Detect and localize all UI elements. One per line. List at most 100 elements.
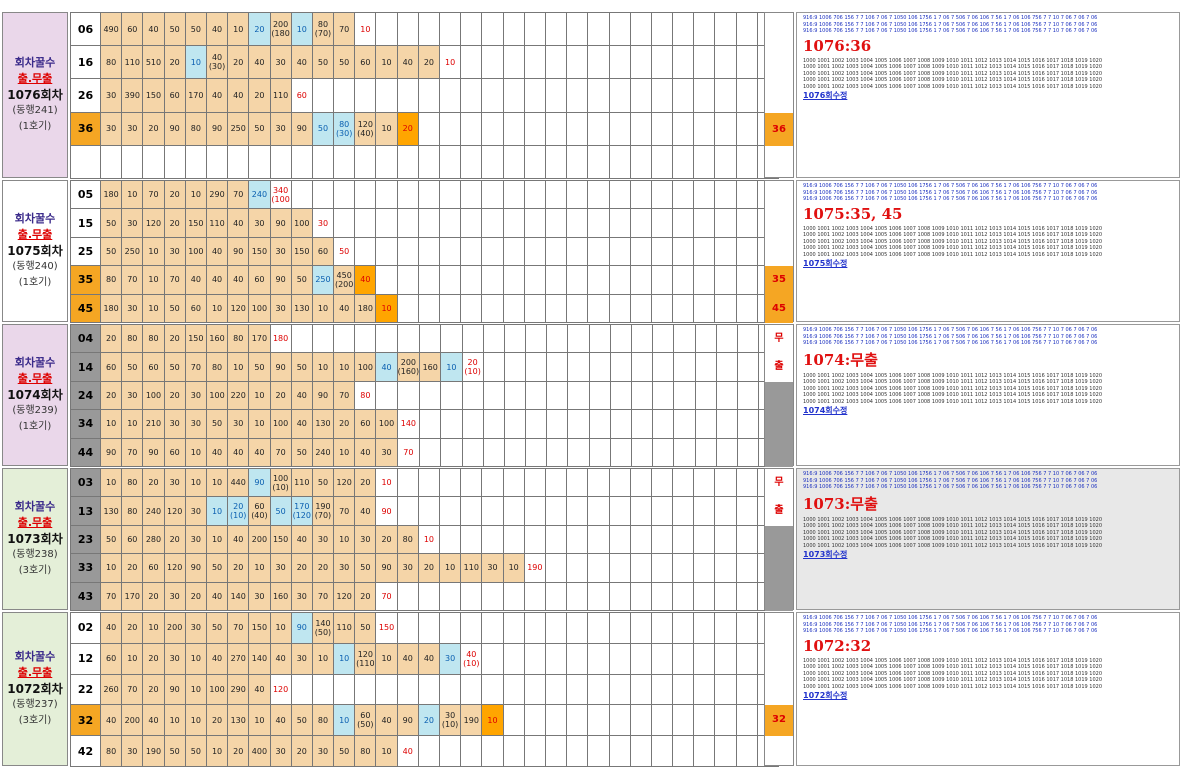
grid-cell: 340 (100: [269, 179, 292, 210]
row-number: 04: [70, 323, 101, 354]
grid-cell: 50: [248, 111, 271, 146]
grid-cell: [672, 735, 695, 767]
grid-cell: 200: [121, 704, 144, 737]
grid-cell: [629, 78, 652, 113]
grid-cell: 10: [248, 553, 271, 583]
grid-cell: 50: [121, 352, 144, 382]
grid-cell: [375, 673, 398, 706]
round-result: 1075:35, 45: [803, 204, 903, 223]
grid-cell: [460, 78, 483, 113]
grid-cell: 70: [333, 11, 356, 47]
grid-cell: [631, 437, 654, 467]
round-link[interactable]: 1073회수정: [803, 550, 848, 559]
grid-cell: [736, 323, 760, 354]
grid-cell: 10: [333, 437, 356, 467]
round-link[interactable]: 1072회수정: [803, 691, 848, 700]
grid-cell: 160: [205, 323, 229, 354]
side-mark: 35: [765, 266, 793, 295]
grid-cell: 200: [163, 612, 186, 644]
round-label-l4: (동행241): [12, 105, 58, 116]
grid-cell: 90: [248, 467, 271, 498]
note-line: 1000 1001 1002 1003 1004 1005 1006 1007 …: [803, 523, 1103, 529]
grid-cell: 150: [184, 323, 207, 354]
row-number: 35: [70, 265, 101, 295]
note-line: 1000 1001 1002 1003 1004 1005 1006 1007 …: [803, 70, 1103, 77]
grid-cell: 30: [184, 524, 207, 555]
row-number: 44: [70, 437, 101, 467]
grid-cell: [693, 553, 716, 583]
grid-cell: [482, 437, 505, 467]
grid-cell: [673, 380, 696, 411]
grid-cell: [438, 673, 462, 706]
grid-cell: [523, 265, 546, 295]
grid-cell: 180: [269, 323, 292, 354]
grid-cell: 80: [142, 323, 165, 354]
round-link[interactable]: 1075회수정: [803, 259, 848, 268]
grid-cell: 40: [99, 704, 123, 737]
grid-cell: 40: [205, 581, 229, 611]
grid-cell: [587, 144, 610, 179]
grid-cell: 70: [396, 437, 421, 467]
grid-cell: [396, 293, 419, 323]
grid-cell: 10: [184, 642, 207, 675]
grid-cell: [694, 409, 717, 439]
grid-cell: [396, 581, 419, 611]
round-link[interactable]: 1076회수정: [803, 91, 848, 100]
grid-cell: [566, 673, 589, 706]
grid-cell: [396, 612, 419, 644]
grid-cell: [396, 78, 419, 113]
grid-cell: 30: [121, 380, 144, 411]
grid-cell: [672, 236, 695, 267]
grid-cell: 30: [121, 111, 144, 146]
grid-cell: 40: [354, 496, 377, 526]
note-line: 916:9 1006 706 156 7 7 106 7 06 7 1050 1…: [803, 28, 1098, 34]
grid-cell: [693, 11, 716, 47]
grid-cell: [587, 553, 610, 583]
table-row: 44 90 70 90 60 10 40 40 40 70 50 240 10 40 30 70: [70, 437, 781, 467]
grid-cell: [523, 581, 546, 611]
grid-cell: [652, 352, 675, 382]
grid-cell: 60: [142, 553, 165, 583]
note-line: 1000 1001 1002 1003 1004 1005 1006 1007 …: [803, 542, 1103, 549]
grid-cell: [502, 612, 525, 644]
grid-cell: 120: [163, 553, 186, 583]
number-grid: 04 20 80 80 20 150 160 80 170 180 14 60 50 60 50 70 80 10…: [70, 323, 781, 467]
grid-cell: [672, 642, 695, 675]
grid-cell: [544, 704, 568, 737]
note-line: 916:9 1006 706 156 7 7 106 7 06 7 1050 1…: [803, 628, 1098, 634]
grid-cell: [608, 236, 631, 267]
grid-cell: [672, 144, 695, 179]
grid-cell: 110: [290, 467, 313, 498]
grid-cell: [417, 735, 441, 767]
grid-cell: [481, 581, 504, 611]
grid-cell: 40: [205, 236, 229, 267]
grid-cell: 80: [311, 704, 335, 737]
grid-cell: [438, 111, 462, 146]
grid-cell: [461, 409, 484, 439]
grid-cell: [587, 524, 610, 555]
grid-cell: [417, 293, 441, 323]
grid-cell: [714, 208, 737, 238]
grid-cell: [460, 236, 483, 267]
grid-cell: [608, 735, 631, 767]
grid-cell: [502, 11, 525, 47]
round-link[interactable]: 1074회수정: [803, 406, 848, 415]
grid-cell: [142, 144, 165, 179]
grid-cell: [566, 581, 589, 611]
grid-cell: 40: [227, 208, 250, 238]
round-label-l1: 회차꿀수: [14, 500, 56, 513]
row-number: 36: [70, 111, 101, 146]
grid-cell: [566, 45, 589, 80]
grid-cell: [714, 581, 737, 611]
side-mark: [765, 582, 793, 611]
grid-cell: 20: [184, 581, 207, 611]
row-number: [70, 144, 101, 179]
grid-cell: [396, 208, 419, 238]
grid-cell: [544, 735, 568, 767]
grid-cell: 10: [333, 642, 356, 675]
grid-cell: 80: [227, 323, 250, 354]
grid-cell: [311, 323, 335, 354]
grid-cell: [736, 352, 760, 382]
side-mark: [765, 525, 793, 555]
grid-cell: [184, 144, 207, 179]
